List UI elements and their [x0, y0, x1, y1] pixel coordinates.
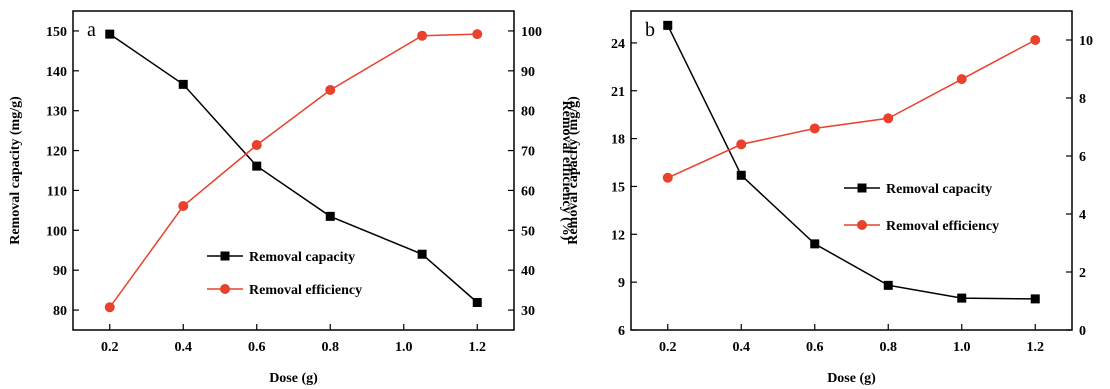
y-left-tick-label: 80 — [53, 304, 67, 319]
y-right-tick-label: 100 — [521, 25, 542, 40]
x-tick-label: 1.0 — [953, 340, 971, 355]
capacity-point — [325, 211, 335, 221]
y-right-tick-label: 4 — [1079, 208, 1086, 223]
legend-marker-square — [857, 183, 867, 193]
efficiency-point — [1030, 35, 1041, 45]
x-tick-label: 0.8 — [322, 340, 340, 355]
efficiency-point — [472, 29, 483, 40]
efficiency-point — [325, 84, 336, 95]
y-left-tick-label: 110 — [47, 184, 67, 199]
x-tick-label: 0.2 — [659, 340, 677, 355]
y-right-tick-label: 40 — [521, 264, 535, 279]
legend-label: Removal efficiency — [249, 283, 362, 298]
efficiency-point — [251, 139, 262, 150]
y-right-tick-label: 6 — [1079, 150, 1086, 165]
panel-letter: b — [645, 19, 655, 41]
y-right-tick-label: 70 — [521, 145, 535, 160]
chart-panel-b: 0.2 0.4 0.6 0.8 1.0 1.26912151821240246810Dos… — [566, 10, 1093, 386]
y-left-tick-label: 150 — [46, 25, 67, 40]
y-left-axis-title: Removal capacity (mg/g) — [566, 96, 581, 245]
y-right-tick-label: 2 — [1079, 266, 1086, 281]
x-tick-label: 0.6 — [806, 340, 824, 355]
x-tick-label: 0.4 — [175, 340, 193, 355]
y-right-tick-label: 60 — [521, 184, 535, 199]
legend-label: Removal capacity — [886, 182, 992, 197]
x-tick-label: 1.2 — [469, 340, 487, 355]
series-line-capacity — [667, 25, 1036, 300]
x-tick-label: 0.2 — [101, 340, 119, 355]
y-left-tick-label: 140 — [46, 65, 67, 80]
efficiency-point — [809, 123, 820, 134]
capacity-point — [736, 170, 746, 180]
efficiency-point — [956, 74, 967, 85]
x-axis-title: Dose (g) — [827, 371, 876, 386]
series-line-efficiency — [667, 39, 1036, 179]
capacity-point — [1030, 294, 1040, 304]
capacity-point — [957, 293, 967, 303]
x-tick-label: 0.4 — [733, 340, 751, 355]
capacity-point — [252, 161, 262, 171]
capacity-point — [178, 79, 188, 89]
panel-letter: a — [87, 19, 96, 41]
capacity-point — [472, 297, 482, 307]
legend-label: Removal efficiency — [886, 219, 999, 234]
y-left-tick-label: 15 — [611, 180, 625, 195]
y-right-tick-label: 90 — [521, 65, 535, 80]
capacity-point — [810, 239, 820, 249]
y-left-tick-label: 90 — [53, 264, 67, 279]
efficiency-point — [417, 30, 428, 41]
y-left-tick-label: 12 — [611, 228, 625, 243]
capacity-point — [417, 249, 427, 259]
y-right-tick-label: 0 — [1079, 324, 1086, 339]
efficiency-point — [104, 302, 115, 313]
y-left-tick-label: 18 — [611, 133, 625, 148]
y-right-tick-label: 50 — [521, 224, 535, 239]
series-line-efficiency — [109, 33, 478, 308]
x-axis-title: Dose (g) — [269, 371, 318, 386]
legend-marker-square — [220, 251, 230, 261]
x-tick-label: 1.2 — [1027, 340, 1045, 355]
y-right-axis-title: Removal efficiency (%) — [559, 101, 574, 241]
y-right-tick-label: 30 — [521, 304, 535, 319]
y-left-tick-label: 6 — [618, 324, 625, 339]
plot-frame — [630, 10, 1073, 331]
capacity-point — [105, 29, 115, 39]
efficiency-point — [178, 200, 189, 211]
efficiency-point — [883, 113, 894, 124]
plot-frame — [72, 10, 515, 331]
x-tick-label: 1.0 — [395, 340, 413, 355]
y-left-tick-label: 130 — [46, 105, 67, 120]
series-line-capacity — [109, 33, 478, 304]
y-left-tick-label: 24 — [611, 37, 625, 52]
y-left-tick-label: 9 — [618, 276, 625, 291]
capacity-point — [883, 280, 893, 290]
y-left-axis-title: Removal capacity (mg/g) — [8, 96, 23, 245]
y-left-tick-label: 100 — [46, 224, 67, 239]
y-right-tick-label: 8 — [1079, 92, 1086, 107]
capacity-point — [663, 20, 673, 30]
y-left-tick-label: 21 — [611, 85, 625, 100]
legend-marker-circle — [857, 220, 867, 230]
chart-panel-a: 0.2 0.4 0.6 0.8 1.0 1.2 80 90 100 110 120 130 140 150… — [8, 10, 574, 386]
y-right-tick-label: 10 — [1079, 34, 1093, 49]
y-left-tick-label: 120 — [46, 145, 67, 160]
legend-marker-circle — [220, 284, 230, 294]
legend-label: Removal capacity — [249, 250, 355, 265]
x-tick-label: 0.6 — [248, 340, 266, 355]
efficiency-point — [736, 139, 747, 150]
x-tick-label: 0.8 — [880, 340, 898, 355]
y-right-tick-label: 80 — [521, 105, 535, 120]
efficiency-point — [662, 172, 673, 183]
